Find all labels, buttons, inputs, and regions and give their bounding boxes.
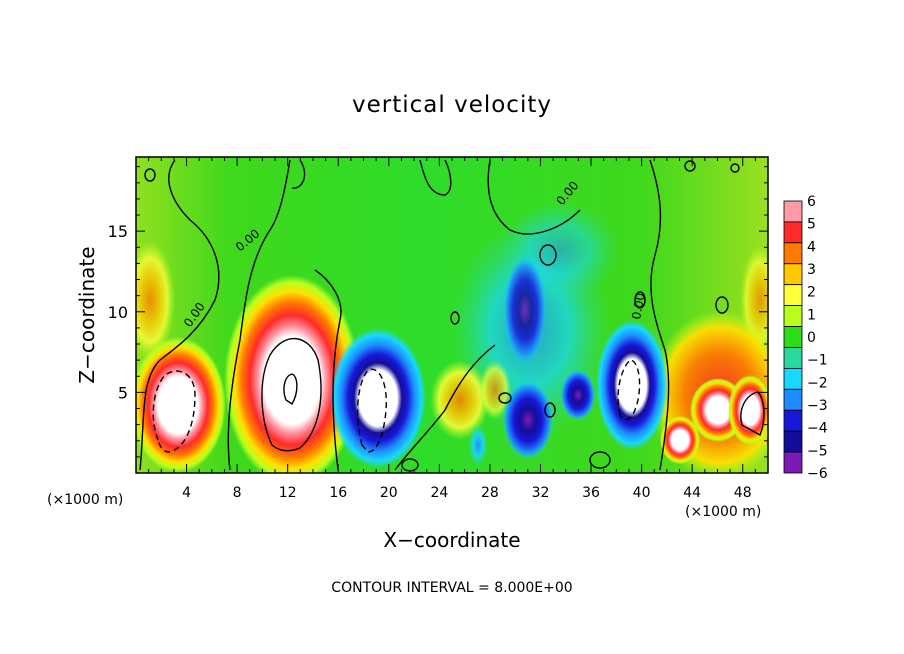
contour-label-4: 0.00 — [629, 292, 647, 321]
contour-neg-4 — [617, 359, 641, 421]
x-tick-label: 36 — [582, 485, 600, 501]
contour-blob-8 — [730, 163, 740, 173]
colorbar-swatch — [783, 367, 803, 390]
colorbar-swatch — [783, 430, 803, 453]
x-tick-label: 4 — [182, 485, 191, 501]
contour-pos-core-2 — [283, 373, 298, 405]
x-units-right: (×1000 m) — [685, 504, 761, 520]
colorbar-swatch — [783, 284, 803, 307]
colorbar-tick-label: 3 — [807, 262, 816, 278]
colorbar-swatch — [783, 263, 803, 286]
contour-zero-2 — [227, 159, 291, 471]
x-tick-label: 48 — [734, 485, 752, 501]
contour-interval: CONTOUR INTERVAL = 8.000E+00 — [331, 580, 572, 596]
colorbar-swatch — [783, 200, 803, 223]
contour-blob-7 — [684, 160, 696, 172]
warm-streak-24 — [430, 360, 490, 440]
updraft-cell-7 — [660, 416, 700, 464]
colorbar-tick-label: −3 — [807, 398, 828, 414]
updraft-cell-1 — [136, 337, 226, 473]
x-tick-label: 20 — [380, 485, 398, 501]
warm-streak-28 — [479, 360, 511, 420]
contour-zero-3 — [314, 269, 342, 471]
warm-band-left — [136, 240, 175, 360]
contour-blob-10 — [401, 458, 419, 472]
contour-blob-5 — [144, 168, 156, 182]
colorbar-tick-label: 0 — [807, 330, 816, 346]
contour-zero-4 — [394, 344, 496, 471]
colorbar-swatch — [783, 347, 803, 369]
contour-blob-11 — [634, 291, 646, 309]
colorbar: 6 5 4 3 2 1 0 −1 −2 −3 −4 −5 −6 — [783, 194, 828, 482]
colorbar-swatch — [783, 305, 803, 327]
updraft-cell-3 — [330, 328, 426, 468]
x-tick-label: 16 — [329, 485, 347, 501]
updraft-cell-4 — [596, 320, 668, 450]
x-tick-label: 32 — [532, 485, 550, 501]
x-ticks: 4 8 12 16 20 24 28 32 36 40 44 48 — [135, 157, 769, 501]
colorbar-tick-label: −4 — [807, 421, 828, 437]
contour-blob-3 — [450, 311, 460, 325]
y-tick-label: 5 — [118, 383, 128, 402]
x-tick-label: 24 — [430, 485, 448, 501]
colorbar-tick-label: −5 — [807, 443, 828, 459]
colorbar-tick-label: −1 — [807, 353, 828, 369]
y-tick-label: 10 — [108, 303, 128, 322]
contour-blob-6 — [715, 296, 729, 314]
contour-zero-6 — [649, 159, 670, 471]
x-tick-label: 12 — [279, 485, 297, 501]
x-tick-label: 40 — [633, 485, 651, 501]
colorbar-tick-label: −6 — [807, 466, 828, 482]
downdraft-patch — [468, 423, 488, 467]
downdraft-core-upper — [503, 255, 547, 365]
contour-blob-4 — [539, 244, 557, 266]
y-axis-label: Z−coordinate — [75, 246, 99, 383]
plot-area: 0.00 0.00 0.00 0.00 — [136, 157, 768, 473]
y-ticks: 5 10 15 — [108, 166, 768, 458]
downdraft-core-right — [560, 369, 596, 421]
colorbar-swatch — [783, 221, 803, 244]
x-units-left: (×1000 m) — [47, 492, 123, 508]
colorbar-tick-label: 4 — [807, 239, 816, 255]
contour-zero-8 — [419, 159, 452, 196]
contour-zero-5 — [487, 159, 581, 235]
chart-title: vertical velocity — [352, 92, 552, 118]
x-tick-label: 8 — [233, 485, 242, 501]
colorbar-tick-label: 5 — [807, 217, 816, 233]
colorbar-swatch — [783, 388, 803, 411]
downdraft-core-lower — [502, 380, 554, 460]
contour-blob-9 — [589, 451, 611, 469]
colorbar-tick-label: 1 — [807, 307, 816, 323]
colorbar-swatch — [783, 409, 803, 432]
contour-lines — [139, 159, 765, 472]
contour-pos-6 — [740, 391, 765, 436]
colorbar-tick-label: 6 — [807, 194, 816, 210]
updraft-cell-6 — [728, 375, 768, 445]
contour-blob-2 — [498, 392, 512, 404]
contour-neg-1 — [152, 370, 196, 453]
colorbar-tick-label: 2 — [807, 285, 816, 301]
contour-zero-7 — [291, 159, 306, 189]
colorbar-swatch — [783, 242, 803, 265]
colorbar-swatch — [783, 326, 803, 348]
contour-neg-3 — [356, 368, 387, 453]
y-tick-label: 15 — [108, 222, 128, 241]
x-tick-label: 44 — [683, 485, 701, 501]
contour-zero-1 — [139, 159, 220, 471]
x-axis-label: X−coordinate — [383, 528, 520, 552]
x-tick-label: 28 — [481, 485, 499, 501]
contour-blob-1 — [544, 402, 556, 418]
colorbar-tick-label: −2 — [807, 375, 828, 391]
colorbar-swatch — [783, 451, 803, 474]
contour-pos-inner-2 — [261, 337, 322, 452]
